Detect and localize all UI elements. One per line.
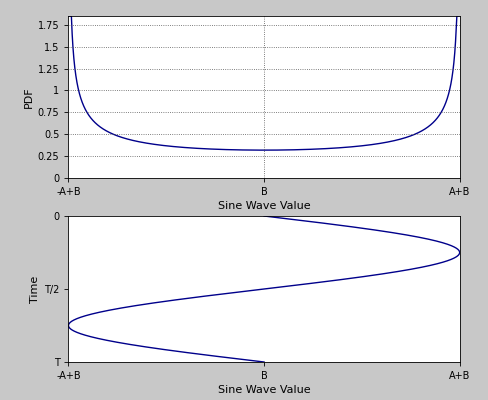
X-axis label: Sine Wave Value: Sine Wave Value [217, 385, 310, 395]
Y-axis label: Time: Time [30, 275, 40, 303]
X-axis label: Sine Wave Value: Sine Wave Value [217, 201, 310, 211]
Y-axis label: PDF: PDF [23, 86, 34, 108]
